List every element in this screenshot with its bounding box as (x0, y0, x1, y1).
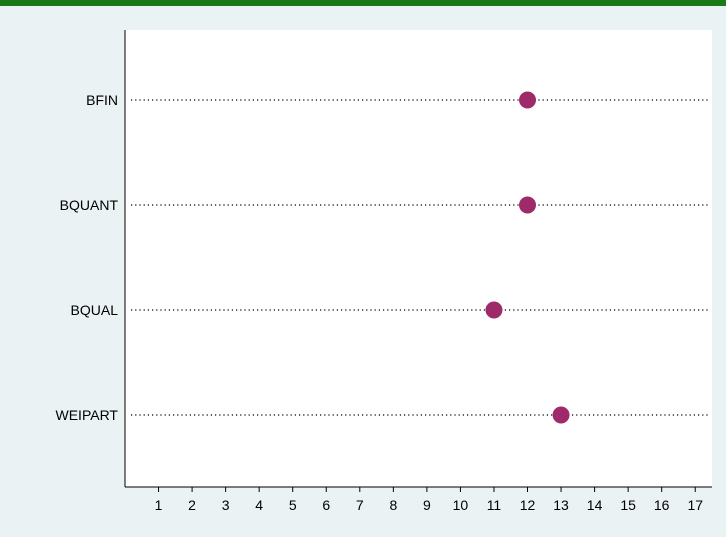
data-points (485, 91, 570, 424)
x-tick-label: 3 (222, 497, 230, 513)
x-tick-label: 6 (322, 497, 330, 513)
x-tick-label: 14 (587, 497, 603, 513)
x-axis-ticks: 1 2 3 4 5 6 7 8 9 10 11 12 13 14 15 16 17 (155, 487, 703, 513)
category-labels: BFIN BQUANT BQUAL WEIPART (56, 92, 119, 423)
category-label: BQUAL (71, 302, 119, 318)
data-point (519, 196, 537, 214)
top-rule (0, 0, 726, 6)
x-tick-label: 7 (356, 497, 364, 513)
x-tick-label: 2 (188, 497, 196, 513)
x-tick-label: 1 (155, 497, 163, 513)
data-point (552, 406, 570, 424)
category-label: BQUANT (60, 197, 119, 213)
category-label: WEIPART (56, 407, 119, 423)
x-tick-label: 16 (654, 497, 670, 513)
x-tick-label: 10 (453, 497, 469, 513)
x-tick-label: 13 (553, 497, 569, 513)
x-tick-label: 9 (423, 497, 431, 513)
x-tick-label: 15 (620, 497, 636, 513)
x-tick-label: 12 (520, 497, 536, 513)
x-tick-label: 4 (255, 497, 263, 513)
x-tick-label: 17 (687, 497, 703, 513)
x-tick-label: 8 (389, 497, 397, 513)
category-label: BFIN (86, 92, 118, 108)
plot-area (125, 30, 712, 487)
data-point (485, 301, 503, 319)
x-tick-label: 5 (289, 497, 297, 513)
x-tick-label: 11 (487, 497, 502, 513)
data-point (519, 91, 537, 109)
